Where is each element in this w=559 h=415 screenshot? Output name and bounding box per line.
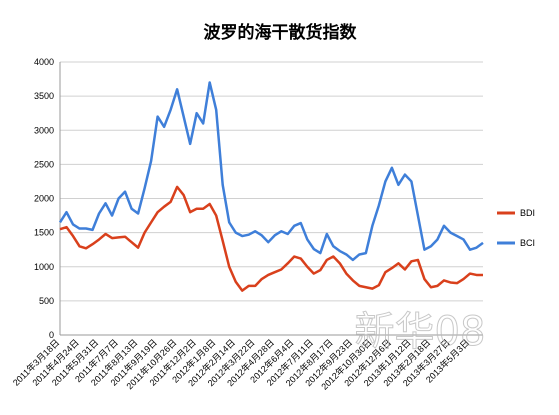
y-tick-label: 1000 <box>34 262 54 272</box>
legend-label: BCI <box>520 238 535 248</box>
y-tick-label: 2500 <box>34 159 54 169</box>
y-tick-label: 3000 <box>34 125 54 135</box>
watermark: 新华08 <box>355 309 486 355</box>
series-line <box>59 185 483 292</box>
chart-title: 波罗的海干散货指数 <box>204 22 358 43</box>
legend-label: BDI <box>520 208 535 218</box>
y-tick-label: 4000 <box>34 57 54 67</box>
y-tick-label: 3500 <box>34 91 54 101</box>
y-tick-label: 500 <box>39 296 54 306</box>
series-line <box>58 81 484 262</box>
y-tick-label: 0 <box>49 330 54 340</box>
y-tick-label: 2000 <box>34 194 54 204</box>
y-tick-label: 1500 <box>34 228 54 238</box>
